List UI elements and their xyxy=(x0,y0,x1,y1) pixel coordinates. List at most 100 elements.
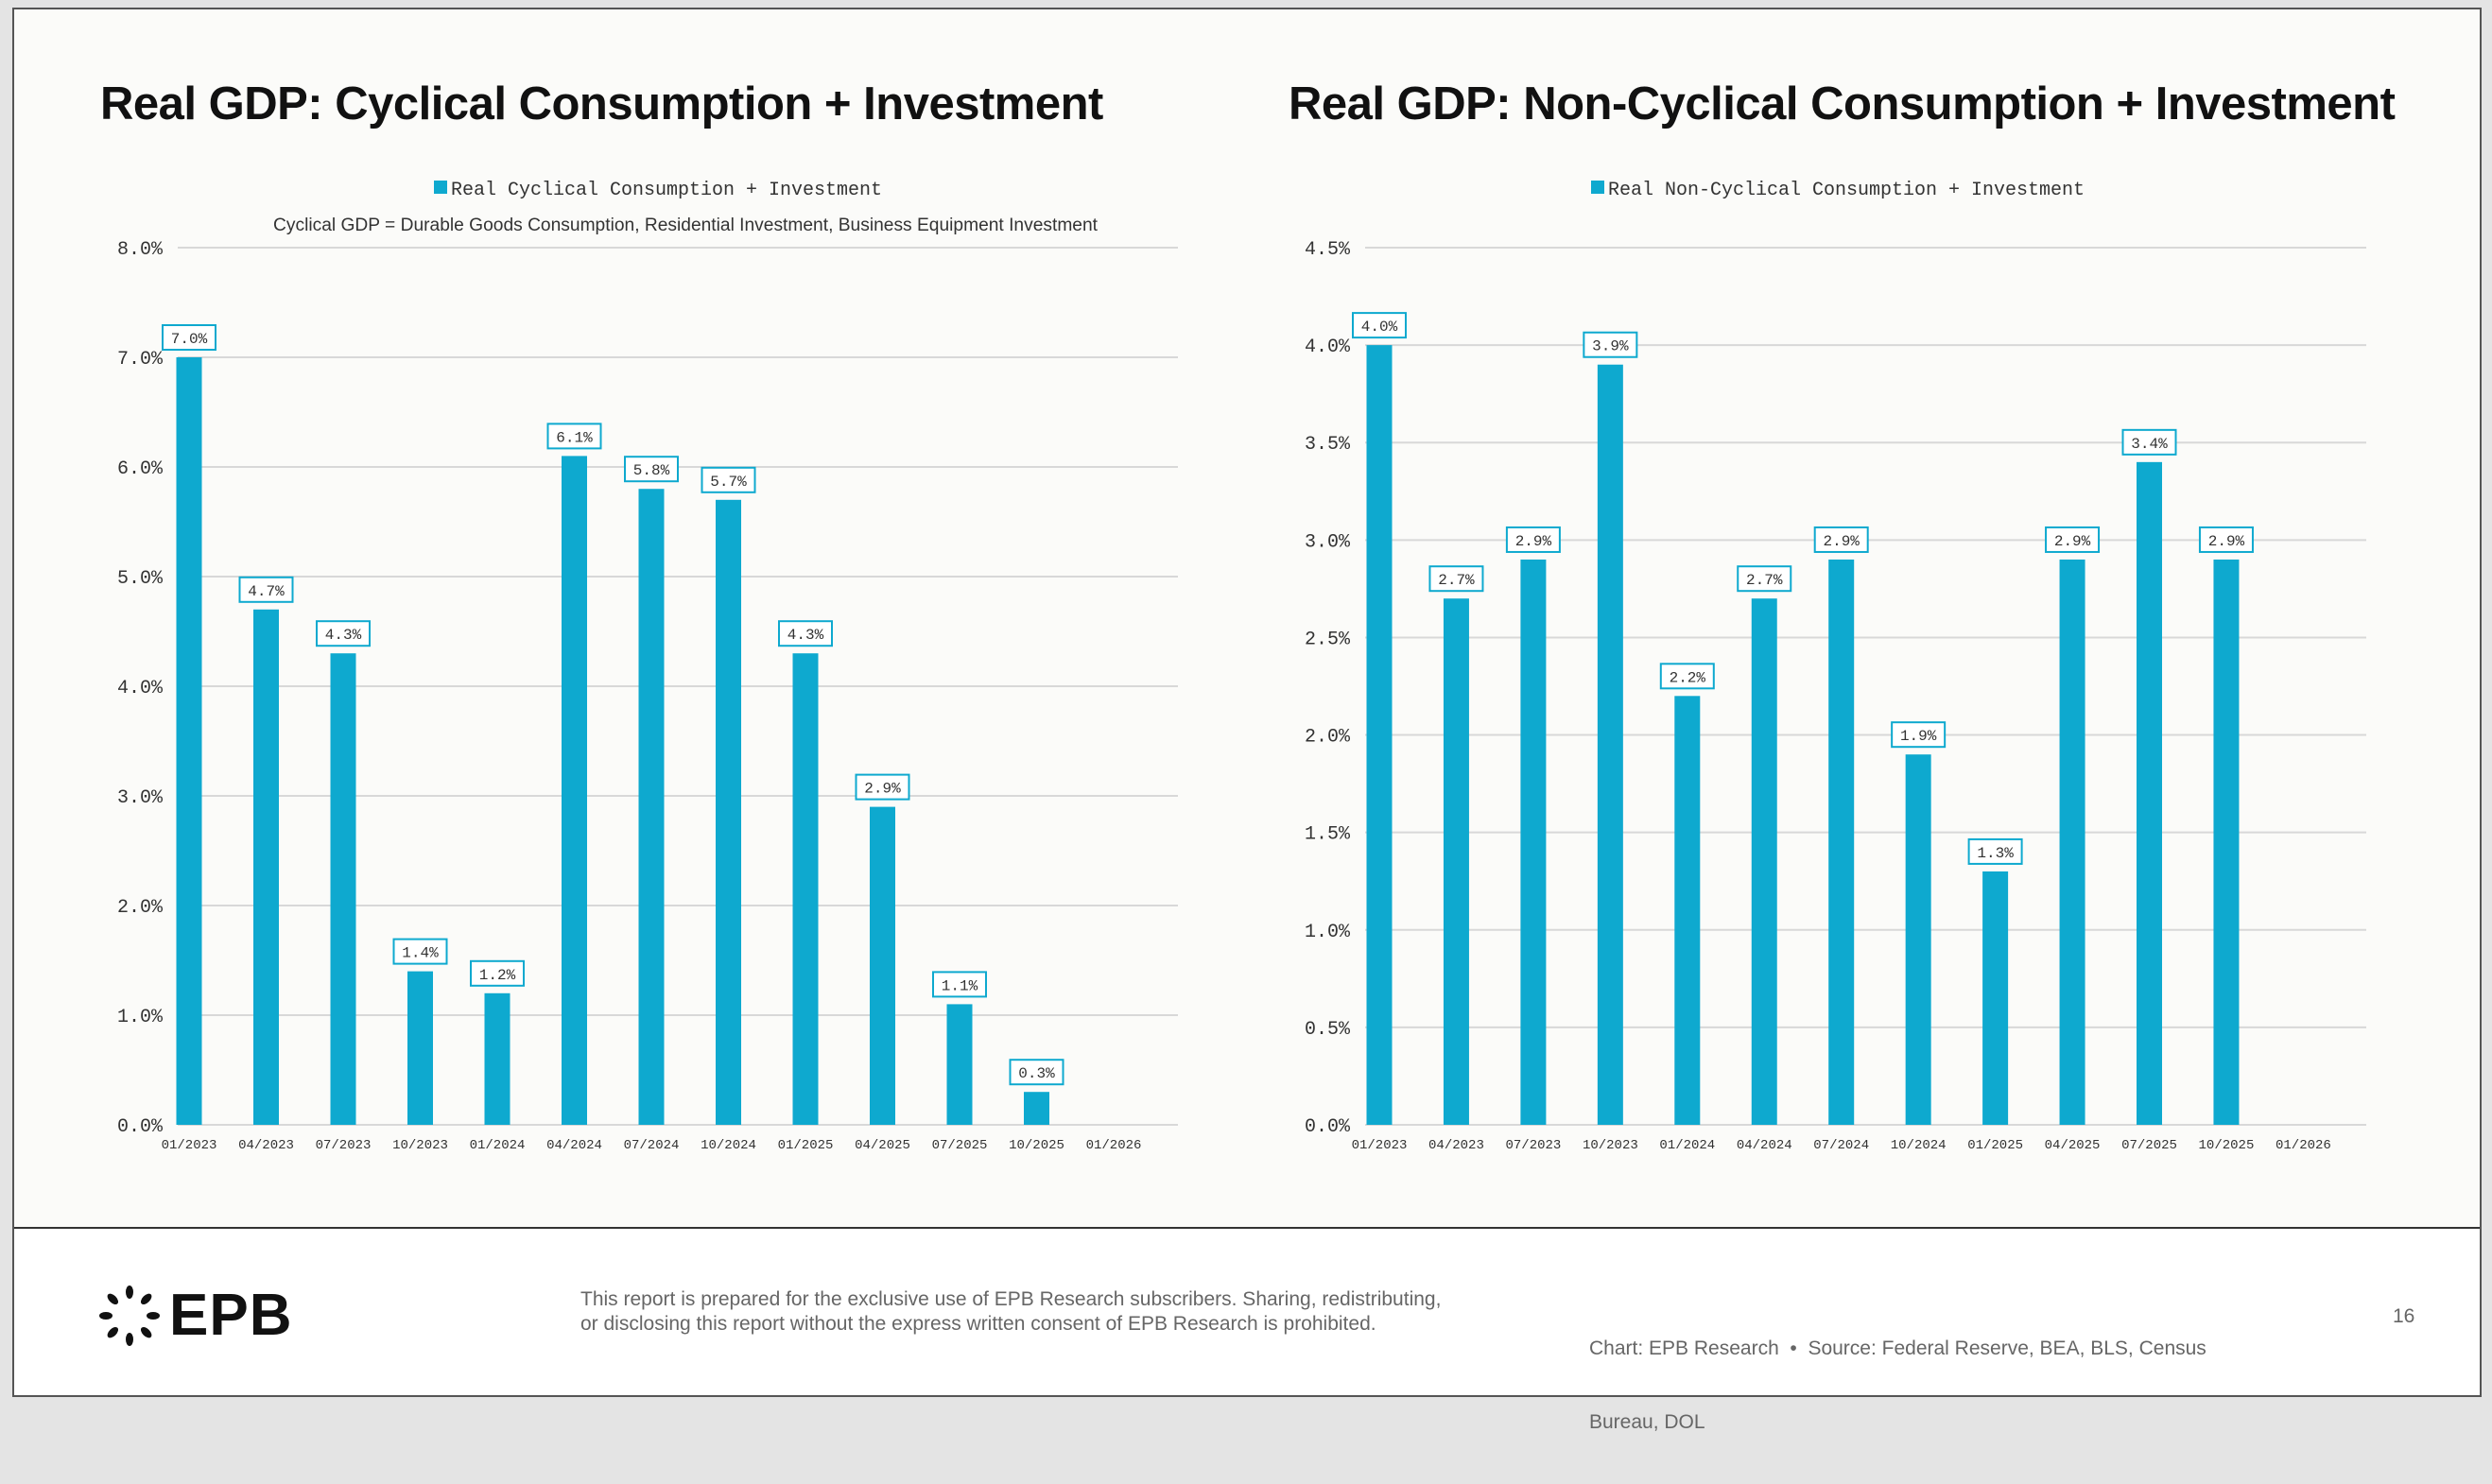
data-label: 4.0% xyxy=(1361,319,1398,336)
bar xyxy=(1366,345,1393,1126)
data-label: 6.1% xyxy=(556,429,593,446)
bar xyxy=(484,992,511,1125)
epb-logo-icon xyxy=(99,1285,160,1346)
data-label: 3.4% xyxy=(2131,436,2168,453)
bar xyxy=(1982,871,2009,1125)
data-label-box xyxy=(1737,565,1792,593)
disclaimer-line-1: This report is prepared for the exclusiv… xyxy=(580,1288,1442,1310)
data-label: 1.3% xyxy=(1977,845,2014,862)
source-line-2: Bureau, DOL xyxy=(1589,1411,1705,1433)
y-tick-label: 1.5% xyxy=(1305,824,1351,846)
y-tick-label: 1.0% xyxy=(117,1007,164,1028)
data-label: 1.2% xyxy=(479,967,516,984)
x-tick-label: 10/2024 xyxy=(701,1138,756,1153)
y-tick-label: 5.0% xyxy=(117,568,164,590)
x-tick-label: 07/2025 xyxy=(932,1138,988,1153)
data-label: 2.9% xyxy=(1823,533,1860,550)
data-label-box xyxy=(1505,526,1561,553)
y-tick-label: 0.0% xyxy=(1305,1116,1351,1138)
data-label-box xyxy=(2045,526,2101,553)
y-tick-label: 0.0% xyxy=(117,1116,164,1138)
data-label: 3.9% xyxy=(1592,338,1629,355)
x-tick-label: 04/2023 xyxy=(1428,1138,1484,1153)
disclaimer-line-2: or disclosing this report without the ex… xyxy=(580,1313,1376,1335)
bar xyxy=(1443,598,1469,1125)
y-tick-label: 3.0% xyxy=(1305,531,1351,553)
page-number: 16 xyxy=(2393,1305,2415,1327)
data-label-box xyxy=(162,324,216,351)
data-label-box xyxy=(238,576,294,603)
left-chart-title: Real GDP: Cyclical Consumption + Investm… xyxy=(100,78,1103,129)
data-label-box xyxy=(546,423,602,450)
data-label-box xyxy=(778,620,833,647)
data-label: 5.8% xyxy=(633,462,670,479)
x-tick-label: 04/2023 xyxy=(238,1138,294,1153)
legend-swatch xyxy=(434,181,447,194)
x-tick-label: 04/2025 xyxy=(2045,1138,2101,1153)
y-tick-label: 3.0% xyxy=(117,787,164,809)
right-chart-title: Real GDP: Non-Cyclical Consumption + Inv… xyxy=(1289,78,2396,129)
data-label-box xyxy=(1891,721,1947,749)
data-label-box xyxy=(1428,565,1484,593)
data-label-box xyxy=(624,456,679,483)
data-label-box xyxy=(932,971,987,998)
bar xyxy=(1597,364,1623,1125)
x-tick-label: 01/2023 xyxy=(162,1138,217,1153)
data-label-box xyxy=(701,466,756,493)
data-label: 5.7% xyxy=(710,474,747,491)
bar xyxy=(1828,559,1855,1125)
y-tick-label: 2.5% xyxy=(1305,629,1351,650)
bar xyxy=(1024,1092,1049,1125)
y-tick-label: 2.0% xyxy=(117,897,164,919)
bar xyxy=(792,653,819,1125)
bar xyxy=(330,653,356,1125)
data-label: 2.9% xyxy=(2054,533,2091,550)
x-tick-label: 07/2024 xyxy=(624,1138,680,1153)
bar xyxy=(253,609,279,1125)
x-tick-label: 10/2023 xyxy=(392,1138,448,1153)
data-label-box xyxy=(1659,663,1715,690)
bar xyxy=(1674,696,1701,1125)
chart-subtitle: Cyclical GDP = Durable Goods Consumption… xyxy=(273,216,1099,235)
bar xyxy=(2137,461,2162,1125)
bar xyxy=(407,971,433,1125)
legend-swatch xyxy=(1591,181,1604,194)
x-tick-label: 04/2024 xyxy=(546,1138,602,1153)
data-label: 4.3% xyxy=(325,627,362,644)
y-tick-label: 4.5% xyxy=(1305,239,1351,261)
logo-text: EPB xyxy=(169,1283,293,1348)
bar xyxy=(2213,559,2240,1125)
bar xyxy=(1520,559,1547,1125)
bar xyxy=(716,499,741,1125)
data-label-box xyxy=(1352,312,1407,339)
bar xyxy=(946,1004,973,1125)
x-tick-label: 01/2025 xyxy=(1967,1138,2023,1153)
x-tick-label: 01/2026 xyxy=(1086,1138,1142,1153)
x-tick-label: 07/2025 xyxy=(2121,1138,2177,1153)
x-tick-label: 10/2024 xyxy=(1891,1138,1947,1153)
bar xyxy=(2059,559,2085,1125)
data-label: 7.0% xyxy=(171,331,208,348)
data-label: 2.9% xyxy=(864,781,901,798)
y-tick-label: 2.0% xyxy=(1305,727,1351,749)
data-label: 2.7% xyxy=(1438,572,1475,589)
x-tick-label: 04/2025 xyxy=(855,1138,910,1153)
x-tick-label: 10/2025 xyxy=(2199,1138,2255,1153)
bar xyxy=(870,806,895,1125)
y-tick-label: 8.0% xyxy=(117,239,164,261)
data-label: 2.9% xyxy=(2208,533,2245,550)
data-label: 2.9% xyxy=(1515,533,1552,550)
data-label-box xyxy=(2198,526,2254,553)
data-label: 0.3% xyxy=(1018,1065,1055,1082)
data-label: 2.7% xyxy=(1746,572,1783,589)
data-label: 4.7% xyxy=(248,583,285,600)
data-label-box xyxy=(1967,837,2023,865)
x-tick-label: 07/2024 xyxy=(1813,1138,1869,1153)
data-label-box xyxy=(1813,526,1869,553)
y-tick-label: 1.0% xyxy=(1305,922,1351,943)
data-label: 1.9% xyxy=(1900,728,1937,745)
data-label-box xyxy=(855,773,910,801)
y-tick-label: 0.5% xyxy=(1305,1019,1351,1041)
y-tick-label: 3.5% xyxy=(1305,434,1351,456)
x-tick-label: 10/2023 xyxy=(1583,1138,1638,1153)
